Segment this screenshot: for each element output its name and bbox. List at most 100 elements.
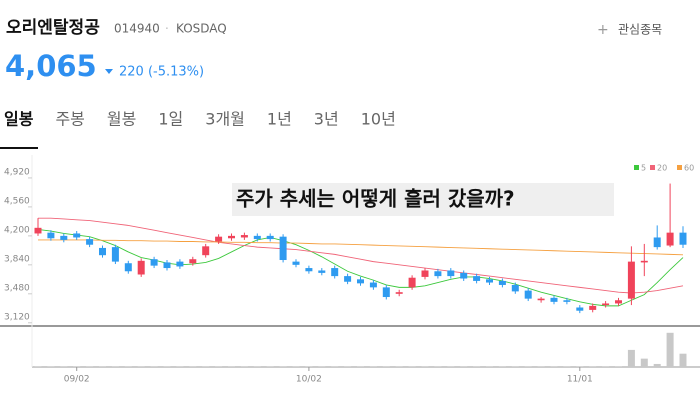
candle-body <box>344 276 352 282</box>
candle-body <box>369 282 377 288</box>
y-tick-label: 4,200 <box>4 225 30 235</box>
tab[interactable]: 1일 <box>158 110 183 129</box>
volume-bar <box>563 366 571 367</box>
moving-average <box>38 217 684 294</box>
candle-body <box>460 272 468 279</box>
tab[interactable]: 3년 <box>314 110 339 129</box>
volume-bar <box>111 366 119 367</box>
volume-bar <box>47 366 55 367</box>
volume-bar <box>395 366 403 367</box>
overlay-title: 주가 추세는 어떻게 흘러 갔을까? <box>236 187 515 211</box>
volume-bar <box>124 366 132 367</box>
volume-bar <box>318 366 326 367</box>
candle-body <box>395 292 403 294</box>
volume-bar <box>640 358 648 367</box>
volume-bar <box>202 366 210 367</box>
down-arrow <box>105 69 113 74</box>
candle-body <box>137 260 145 275</box>
volume-bar <box>150 366 158 367</box>
candle-body <box>111 247 119 262</box>
volume-bar <box>511 366 519 367</box>
volume-bar <box>653 363 661 367</box>
volume-bar <box>215 366 223 367</box>
plus-icon[interactable]: + <box>597 22 609 38</box>
volume-bar <box>228 366 235 367</box>
tabs: 일봉 주봉 월봉 1일 3개월 1년 3년 10년 <box>4 110 396 129</box>
candle-body <box>292 261 300 265</box>
candle-body <box>305 268 313 272</box>
tab[interactable]: 월봉 <box>107 110 136 129</box>
tab[interactable]: 1년 <box>267 110 292 129</box>
volume-bar <box>627 349 635 367</box>
volume-bar <box>344 366 352 367</box>
volume-bar <box>473 366 481 367</box>
candle-body <box>34 227 42 234</box>
candle-body <box>60 235 68 240</box>
candle-body <box>163 262 171 269</box>
volume-bar <box>602 366 610 367</box>
candle-body <box>434 271 442 277</box>
x-tick-label: 09/02 <box>64 375 90 385</box>
tab[interactable]: 10년 <box>361 110 396 129</box>
volume-bar <box>382 366 390 367</box>
x-tick-label: 10/02 <box>296 375 322 385</box>
candle-body <box>279 236 287 261</box>
volume-bar <box>576 366 584 367</box>
candle-body <box>679 232 687 245</box>
candle-body <box>666 232 674 246</box>
volume-bar <box>550 366 558 367</box>
volume-bar <box>447 366 455 367</box>
volume-bar <box>537 366 545 367</box>
volume-bar <box>486 366 493 367</box>
y-tick-label: 4,920 <box>4 167 30 177</box>
tab[interactable]: 일봉 <box>4 110 34 129</box>
volume-bar <box>666 332 674 367</box>
watchlist-button[interactable]: 관심종목 <box>618 23 662 37</box>
volume-bar <box>176 366 184 367</box>
volume-bar <box>589 366 597 367</box>
volume-bar <box>305 366 313 367</box>
candle-body <box>99 247 106 256</box>
candle-body <box>576 307 584 311</box>
legend-swatch <box>634 165 639 170</box>
tab[interactable]: 3개월 <box>205 110 245 129</box>
candle-body <box>240 235 248 238</box>
legend-label: 20 <box>657 164 667 173</box>
volume-bar <box>34 366 42 367</box>
volume-bar <box>99 366 106 367</box>
candle-body <box>189 259 197 264</box>
candle-body <box>215 236 223 242</box>
legend-swatch <box>650 165 655 170</box>
volume-bar <box>163 366 171 367</box>
candle-body <box>498 280 506 285</box>
candle-body <box>176 261 184 267</box>
volume-bar <box>524 366 532 367</box>
candle-body <box>253 235 261 240</box>
separator: · <box>165 22 169 36</box>
candle-body <box>589 305 597 310</box>
candle-body <box>550 297 558 302</box>
plot: 3,120 3,480 3,840 4,200 4,560 4,920 09/02 10/02… <box>4 164 694 385</box>
candle-body <box>318 270 326 273</box>
legend-label: 5 <box>641 164 646 173</box>
candle-body <box>447 270 455 277</box>
candle-body <box>615 300 622 304</box>
candle-body <box>421 270 429 277</box>
volume-bar <box>137 366 145 367</box>
volume-bar <box>615 366 622 367</box>
tab[interactable]: 주봉 <box>55 110 84 129</box>
price-change: 220 (-5.13%) <box>119 65 204 80</box>
volume-bar <box>189 366 197 367</box>
volume-bar <box>369 366 377 367</box>
candle-body <box>47 232 55 239</box>
moving-average <box>38 239 684 256</box>
candle-body <box>150 259 158 266</box>
legend-swatch <box>677 165 682 170</box>
market: KOSDAQ <box>176 22 227 36</box>
volume-bar <box>266 366 274 367</box>
overlay-bg <box>232 183 614 216</box>
volume-bar <box>679 353 687 367</box>
volume-bar <box>279 366 287 367</box>
